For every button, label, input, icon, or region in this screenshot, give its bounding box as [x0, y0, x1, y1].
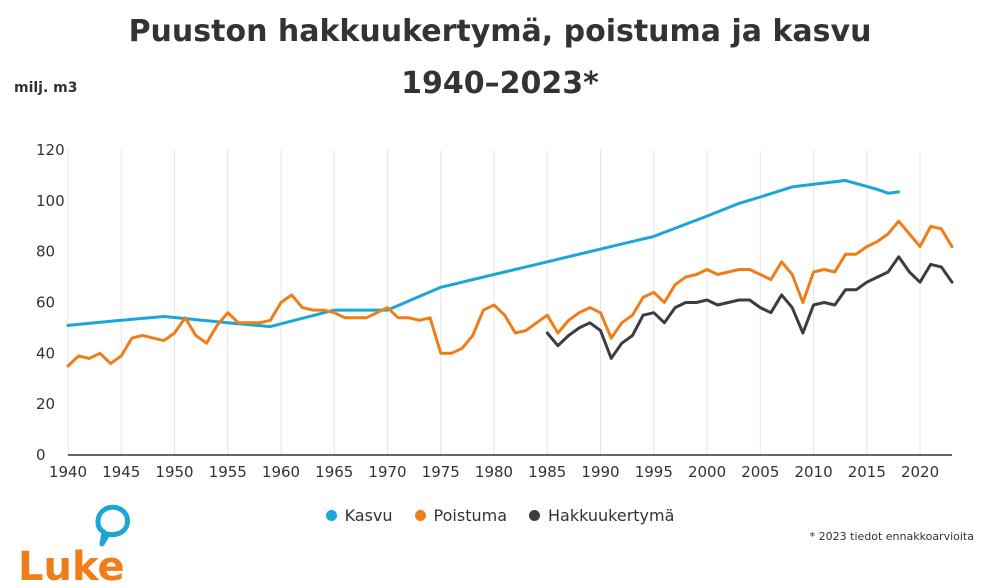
x-tick-label-1965: 1965	[315, 463, 353, 481]
x-tick-label-1995: 1995	[635, 463, 673, 481]
x-tick-label-2020: 2020	[901, 463, 939, 481]
luke-logo: Luke	[18, 504, 130, 586]
x-tick-label-2015: 2015	[848, 463, 886, 481]
legend-item-poistuma[interactable]: Poistuma	[414, 506, 507, 525]
x-tick-label-1960: 1960	[262, 463, 300, 481]
y-tick-label-100: 100	[36, 192, 65, 210]
chart-title-line2: 1940–2023*	[401, 66, 599, 101]
y-tick-label-80: 80	[36, 243, 55, 261]
x-tick-label-1990: 1990	[581, 463, 619, 481]
series-line-poistuma	[66, 219, 954, 368]
footnote: * 2023 tiedot ennakkoarvioita	[809, 530, 974, 543]
x-tick-label-1975: 1975	[422, 463, 460, 481]
x-tick-label-2005: 2005	[741, 463, 779, 481]
x-tick-label-2010: 2010	[794, 463, 832, 481]
x-tick-label-1945: 1945	[102, 463, 140, 481]
logo-bubble-icon	[95, 504, 130, 547]
x-tick-label-1970: 1970	[368, 463, 406, 481]
legend-label-hakkuukertyma: Hakkuukertymä	[548, 506, 675, 525]
x-tick-label-1985: 1985	[528, 463, 566, 481]
y-axis-unit-label: milj. m3	[14, 80, 78, 96]
y-tick-label-120: 120	[36, 141, 65, 159]
y-tick-label-0: 0	[36, 446, 46, 464]
y-tick-label-60: 60	[36, 294, 55, 312]
y-tick-label-40: 40	[36, 344, 55, 362]
series-line-hakkuukertyma	[545, 255, 954, 360]
legend-dot-kasvu	[325, 510, 337, 521]
x-tick-label-1955: 1955	[209, 463, 247, 481]
x-tick-label-1980: 1980	[475, 463, 513, 481]
legend-label-kasvu: Kasvu	[344, 506, 393, 525]
chart-title-line1: Puuston hakkuukertymä, poistuma ja kasvu	[128, 14, 872, 49]
x-tick-label-1940: 1940	[49, 463, 87, 481]
chart-legend: Kasvu Poistuma Hakkuukertymä	[0, 506, 1000, 525]
legend-dot-hakkuukertyma	[529, 510, 540, 521]
x-tick-label-1950: 1950	[155, 463, 193, 481]
legend-dot-poistuma	[414, 510, 426, 521]
legend-item-hakkuukertyma[interactable]: Hakkuukertymä	[529, 506, 674, 525]
legend-item-kasvu[interactable]: Kasvu	[325, 506, 393, 525]
legend-label-poistuma: Poistuma	[433, 506, 507, 525]
logo-text: Luke	[18, 544, 125, 586]
x-tick-label-2000: 2000	[688, 463, 726, 481]
y-tick-label-20: 20	[36, 395, 55, 413]
